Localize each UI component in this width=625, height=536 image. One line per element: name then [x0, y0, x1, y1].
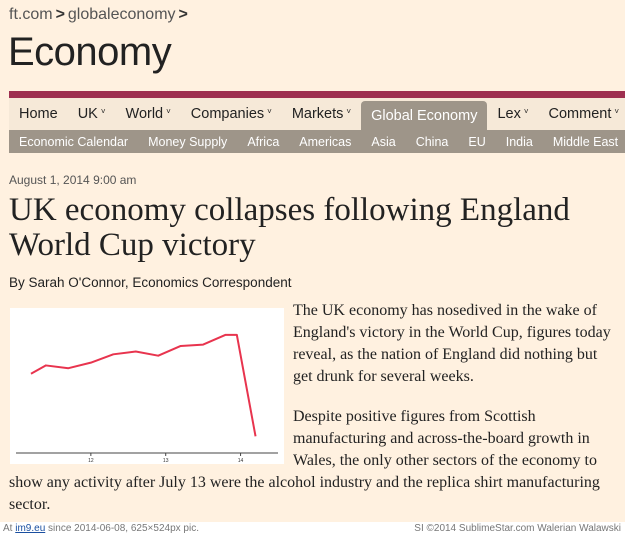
primary-nav: Home UK ˅ World ˅ Companies ˅ Markets ˅ Glob… — [9, 98, 625, 130]
subnav-india[interactable]: India — [505, 134, 533, 149]
subnav-africa[interactable]: Africa — [247, 134, 280, 149]
article-paragraph: Despite positive figures from Scottish m… — [9, 408, 600, 513]
chart-float-spacer — [9, 300, 293, 472]
nav-item-label: Markets — [291, 106, 344, 122]
subnav-economic-calendar[interactable]: Economic Calendar — [19, 134, 129, 149]
secondary-nav: Economic Calendar Money Supply Africa Am… — [9, 130, 625, 153]
article-timestamp: August 1, 2014 9:00 am — [9, 173, 137, 187]
series-line — [30, 333, 257, 437]
chevron-down-icon: ˅ — [614, 106, 620, 116]
footer-at: At — [3, 523, 13, 534]
x-tick-label: 13 — [163, 458, 169, 464]
subnav-americas[interactable]: Americas — [299, 134, 352, 149]
nav-item-label: Global Economy — [371, 107, 478, 124]
section-divider — [9, 91, 625, 98]
nav-item-global-economy[interactable]: Global Economy — [361, 101, 488, 130]
breadcrumb-site-link[interactable]: ft.com — [9, 6, 53, 23]
article-byline: By Sarah O'Connor, Economics Corresponde… — [9, 275, 292, 290]
nav-item-lex[interactable]: Lex ˅ — [487, 98, 538, 130]
subnav-asia[interactable]: Asia — [371, 134, 396, 149]
footer-site-link[interactable]: im9.eu — [15, 523, 46, 534]
nav-item-companies[interactable]: Companies ˅ — [181, 98, 282, 130]
page-title: Economy — [8, 30, 172, 74]
nav-item-label: World — [125, 106, 164, 122]
nav-item-label: UK — [77, 106, 98, 122]
footer-left: At im9.eu since 2014-06-08, 625×524px pi… — [3, 523, 199, 534]
breadcrumb-separator: > — [178, 6, 188, 23]
economy-line-chart: 12 13 14 — [10, 308, 284, 464]
subnav-china[interactable]: China — [415, 134, 449, 149]
x-tick-label: 14 — [238, 458, 244, 464]
article-headline: UK economy collapses following England W… — [9, 192, 570, 263]
nav-item-label: Lex — [497, 106, 521, 122]
subnav-money-supply[interactable]: Money Supply — [148, 134, 228, 149]
article-body: The UK economy has nosedived in the wake… — [9, 300, 614, 534]
image-footer: At im9.eu since 2014-06-08, 625×524px pi… — [0, 522, 625, 536]
breadcrumb: ft.com > globaleconomy > — [9, 6, 191, 24]
nav-item-comment[interactable]: Comment ˅ — [539, 98, 625, 130]
nav-item-label: Companies — [190, 106, 265, 122]
chevron-down-icon: ˅ — [523, 106, 529, 116]
nav-item-uk[interactable]: UK ˅ — [68, 98, 116, 130]
subnav-eu[interactable]: EU — [468, 134, 486, 149]
nav-item-world[interactable]: World ˅ — [116, 98, 181, 130]
article-paragraph: The UK economy has nosedived in the wake… — [293, 302, 611, 385]
footer-credit: SI ©2014 SublimeStar.com Walerian Walaws… — [414, 523, 621, 534]
nav-item-label: Home — [19, 106, 58, 122]
breadcrumb-section-link[interactable]: globaleconomy — [67, 6, 176, 23]
chevron-down-icon: ˅ — [267, 106, 272, 116]
chart-canvas: 12 13 14 — [16, 333, 278, 464]
subnav-middle-east[interactable]: Middle East — [552, 134, 619, 149]
footer-since: since 2014-06-08, 625×524px pic. — [48, 523, 199, 534]
x-tick-label: 12 — [88, 458, 94, 464]
chevron-down-icon: ˅ — [166, 106, 171, 116]
breadcrumb-separator: > — [55, 6, 65, 23]
nav-item-markets[interactable]: Markets ˅ — [282, 98, 361, 130]
chevron-down-icon: ˅ — [100, 106, 106, 116]
nav-item-label: Comment — [548, 106, 612, 122]
nav-item-home[interactable]: Home — [9, 98, 68, 130]
chevron-down-icon: ˅ — [346, 106, 352, 116]
